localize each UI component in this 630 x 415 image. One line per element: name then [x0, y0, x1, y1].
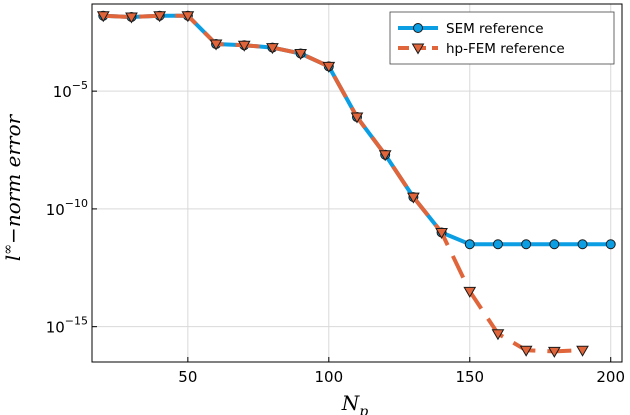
data-point: [549, 239, 560, 250]
data-point: [237, 40, 251, 52]
data-point: [153, 11, 167, 23]
y-axis-ticks: 10−5 10−10 10−15: [46, 79, 97, 337]
data-point: [547, 346, 561, 358]
legend-label: hp-FEM reference: [446, 41, 565, 57]
data-point: [181, 11, 195, 23]
data-point: [407, 192, 420, 204]
data-point: [96, 11, 110, 23]
data-point: [350, 112, 364, 124]
series-line: [103, 13, 583, 354]
data-point: [519, 345, 533, 357]
y-axis-label: l∞−norm error: [1, 113, 25, 261]
legend: SEM reference hp-FEM reference: [389, 11, 615, 65]
data-point: [464, 239, 475, 250]
data-point: [491, 329, 505, 341]
data-point: [435, 227, 448, 239]
data-point: [576, 345, 589, 357]
data-point: [322, 61, 336, 73]
data-point: [577, 239, 588, 250]
data-point: [605, 239, 616, 250]
series-1: [96, 11, 589, 358]
x-axis-ticks: 50 100 150 200: [178, 357, 625, 386]
x-tick-label: 200: [596, 368, 625, 386]
legend-marker: [411, 43, 425, 55]
legend-label: SEM reference: [446, 21, 544, 37]
y-tick-label: 10−5: [53, 79, 88, 101]
data-point: [463, 286, 477, 298]
data-point: [209, 39, 223, 51]
y-tick-label: 10−15: [46, 315, 88, 337]
legend-box: [389, 11, 615, 65]
series-layer: [96, 10, 616, 358]
plot-frame: [91, 3, 623, 363]
data-point: [125, 12, 138, 24]
data-point: [378, 150, 392, 162]
data-point: [521, 239, 532, 250]
x-axis-label: Np: [341, 391, 369, 415]
x-tick-label: 150: [455, 368, 484, 386]
x-tick-label: 100: [314, 368, 343, 386]
x-tick-label: 50: [178, 368, 197, 386]
data-point: [266, 43, 279, 55]
data-point: [294, 48, 307, 60]
y-tick-label: 10−10: [46, 197, 88, 219]
data-point: [492, 239, 503, 250]
legend-marker: [413, 23, 423, 33]
